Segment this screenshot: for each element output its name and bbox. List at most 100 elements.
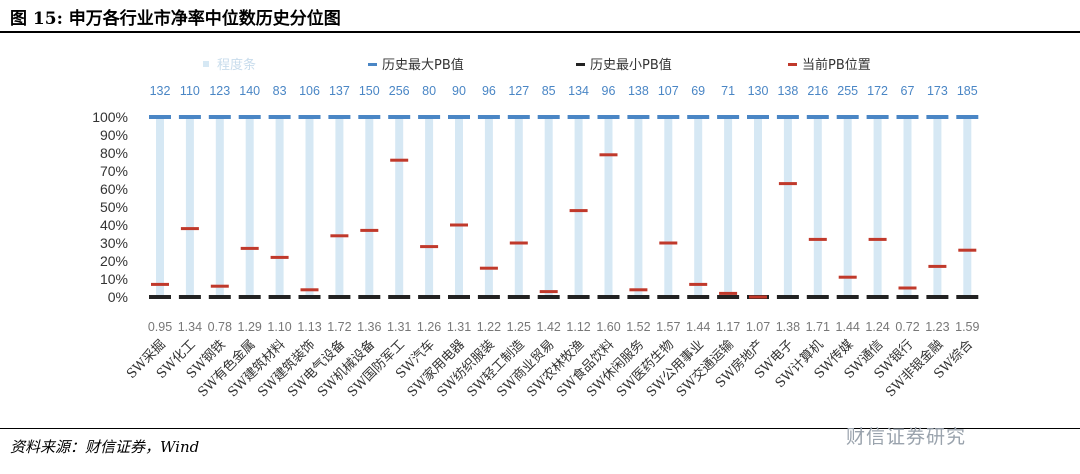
figure-title: 图 15: 申万各行业市净率中位数历史分位图 bbox=[10, 9, 341, 29]
current-pb-marker bbox=[180, 227, 199, 231]
source-note: 资料来源：财信证券，Wind bbox=[10, 438, 200, 456]
range-bar bbox=[425, 117, 434, 297]
max-pb-label: 256 bbox=[389, 84, 410, 98]
current-pb-marker bbox=[599, 153, 618, 157]
min-pb-label: 0.72 bbox=[895, 320, 919, 334]
legend-marker-2 bbox=[576, 63, 585, 66]
range-bar bbox=[724, 117, 733, 297]
current-pb-marker bbox=[689, 282, 708, 286]
y-tick-label: 60% bbox=[100, 181, 128, 197]
legend-label-0: 程度条 bbox=[217, 57, 256, 73]
min-pb-marker bbox=[687, 295, 710, 299]
min-pb-marker bbox=[178, 295, 201, 299]
bottom-rule bbox=[0, 428, 1080, 429]
max-pb-marker bbox=[507, 115, 530, 119]
max-pb-marker bbox=[268, 115, 291, 119]
current-pb-marker bbox=[719, 291, 738, 295]
max-pb-marker bbox=[328, 115, 351, 119]
current-pb-marker bbox=[778, 182, 797, 186]
range-bar bbox=[335, 117, 344, 297]
current-pb-marker bbox=[420, 245, 439, 249]
max-pb-marker bbox=[747, 115, 769, 119]
max-pb-marker bbox=[358, 115, 381, 119]
min-pb-label: 0.95 bbox=[148, 320, 172, 334]
current-pb-marker bbox=[539, 290, 558, 294]
max-pb-marker bbox=[896, 115, 919, 119]
current-pb-marker bbox=[749, 295, 767, 299]
max-pb-label: 127 bbox=[508, 84, 529, 98]
min-pb-label: 1.44 bbox=[686, 320, 710, 334]
current-pb-marker bbox=[360, 228, 379, 232]
current-pb-marker bbox=[450, 223, 468, 227]
min-pb-label: 1.25 bbox=[507, 320, 531, 334]
max-pb-marker bbox=[806, 115, 829, 119]
max-pb-label: 96 bbox=[602, 84, 616, 98]
min-pb-label: 1.26 bbox=[417, 320, 441, 334]
min-pb-label: 1.59 bbox=[955, 320, 979, 334]
max-pb-marker bbox=[298, 115, 321, 119]
min-pb-label: 1.72 bbox=[327, 320, 351, 334]
range-bar bbox=[754, 117, 762, 297]
max-pb-marker bbox=[418, 115, 441, 119]
watermark: 财信证券研究 bbox=[846, 426, 967, 448]
range-bar bbox=[156, 117, 164, 297]
min-pb-marker bbox=[836, 295, 859, 299]
max-pb-marker bbox=[477, 115, 500, 119]
min-pb-marker bbox=[956, 295, 979, 299]
min-pb-label: 1.36 bbox=[357, 320, 381, 334]
range-bar bbox=[185, 117, 194, 297]
current-pb-marker bbox=[240, 246, 259, 250]
min-pb-marker bbox=[866, 295, 889, 299]
min-pb-marker bbox=[597, 295, 620, 299]
min-pb-marker bbox=[806, 295, 829, 299]
range-bar bbox=[395, 117, 404, 297]
min-pb-label: 1.34 bbox=[178, 320, 202, 334]
max-pb-label: 96 bbox=[482, 84, 496, 98]
min-pb-label: 1.42 bbox=[537, 320, 561, 334]
min-pb-marker bbox=[477, 295, 500, 299]
range-bar bbox=[275, 117, 284, 297]
range-bar bbox=[783, 117, 792, 297]
range-bar bbox=[215, 117, 224, 297]
range-bar bbox=[544, 117, 553, 297]
max-pb-label: 140 bbox=[239, 84, 260, 98]
range-bar bbox=[634, 117, 643, 297]
max-pb-label: 172 bbox=[867, 84, 888, 98]
max-pb-label: 85 bbox=[542, 84, 556, 98]
min-pb-label: 1.29 bbox=[238, 320, 262, 334]
min-pb-marker bbox=[896, 295, 919, 299]
min-pb-marker bbox=[567, 295, 590, 299]
pb-percentile-chart: 程度条 历史最大PB值 历史最小PB值 当前PB位置 0% 10% 20% 30% 40% 50%… bbox=[92, 57, 979, 400]
y-tick-label: 70% bbox=[100, 163, 128, 179]
min-pb-marker bbox=[657, 295, 680, 299]
current-pb-marker bbox=[330, 234, 349, 238]
max-pb-label: 216 bbox=[807, 84, 828, 98]
min-pb-label: 1.52 bbox=[626, 320, 650, 334]
min-pb-marker bbox=[717, 295, 740, 299]
current-pb-marker bbox=[868, 237, 887, 241]
max-pb-marker bbox=[717, 115, 740, 119]
max-pb-label: 185 bbox=[957, 84, 978, 98]
min-pb-marker bbox=[448, 295, 470, 299]
y-tick-label: 40% bbox=[100, 217, 128, 233]
current-pb-marker bbox=[300, 288, 319, 292]
max-pb-marker bbox=[388, 115, 411, 119]
current-pb-marker bbox=[210, 284, 229, 288]
range-bar bbox=[694, 117, 703, 297]
min-pb-marker bbox=[507, 295, 530, 299]
current-pb-marker bbox=[838, 275, 857, 279]
max-pb-label: 138 bbox=[777, 84, 798, 98]
current-pb-marker bbox=[958, 248, 977, 252]
max-pb-label: 138 bbox=[628, 84, 649, 98]
max-pb-label: 83 bbox=[273, 84, 287, 98]
current-pb-marker bbox=[479, 266, 498, 270]
y-tick-label: 20% bbox=[100, 253, 128, 269]
min-pb-label: 1.07 bbox=[746, 320, 770, 334]
range-bar bbox=[963, 117, 972, 297]
range-bar bbox=[813, 117, 822, 297]
min-pb-label: 1.22 bbox=[477, 320, 501, 334]
max-pb-marker bbox=[208, 115, 231, 119]
max-pb-label: 150 bbox=[359, 84, 380, 98]
range-bar bbox=[514, 117, 523, 297]
legend-label-2: 历史最小PB值 bbox=[590, 57, 672, 73]
